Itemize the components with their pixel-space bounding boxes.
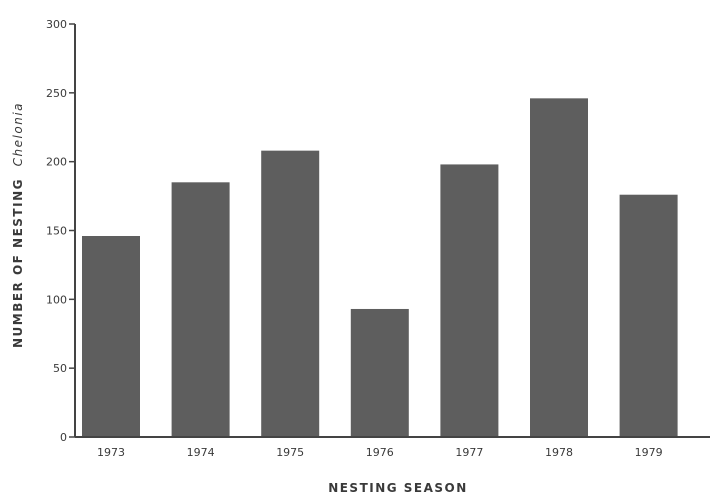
bar-1975	[261, 150, 320, 438]
y-axis-title: NUMBER OF NESTING Chelonia	[11, 102, 25, 348]
x-tick-label: 1977	[455, 446, 483, 459]
bar-1979	[619, 194, 678, 437]
x-tick-label: 1974	[187, 446, 215, 459]
x-tick-label: 1979	[635, 446, 663, 459]
y-tick-label: 300	[46, 18, 67, 31]
y-ticks-group: 0 50 100 150 200 250 300	[46, 18, 75, 444]
bar-1976	[350, 308, 409, 437]
y-tick-label: 150	[46, 225, 67, 238]
x-axis-title: NESTING SEASON	[328, 481, 468, 495]
y-axis-title-species: Chelonia	[11, 102, 25, 166]
bars-group	[82, 98, 678, 438]
x-tick-label: 1978	[545, 446, 573, 459]
y-axis-title-main: NUMBER OF NESTING	[11, 178, 25, 348]
bar-1974	[171, 182, 230, 437]
x-tick-label: 1973	[97, 446, 125, 459]
bar-1977	[440, 164, 499, 438]
y-tick-label: 250	[46, 87, 67, 100]
y-tick-label: 0	[60, 431, 67, 444]
x-tick-label: 1975	[276, 446, 304, 459]
y-tick-label: 200	[46, 156, 67, 169]
bar-1978	[530, 98, 588, 437]
y-tick-label: 50	[53, 362, 67, 375]
x-tick-label: 1976	[366, 446, 394, 459]
x-ticks-group: 1973 1974 1975 1976 1977 1978 1979	[97, 446, 663, 459]
y-tick-label: 100	[46, 293, 67, 306]
bar-1973	[82, 236, 140, 437]
